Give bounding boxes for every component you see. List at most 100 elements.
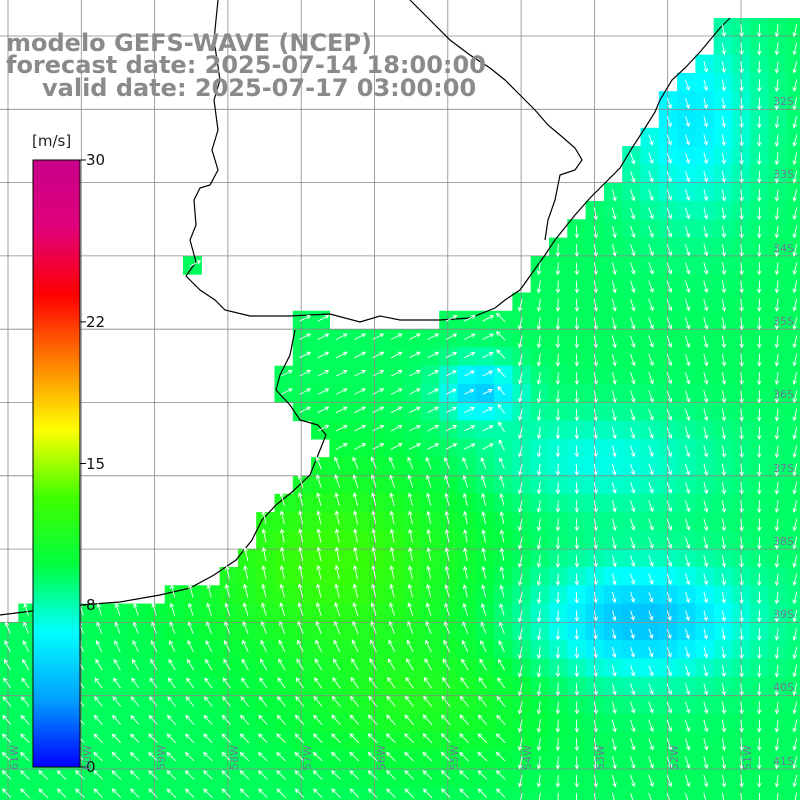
wind-arrow [666, 262, 673, 275]
wind-arrow [703, 646, 709, 659]
wind-arrow [462, 456, 469, 470]
wind-arrow [685, 573, 691, 586]
wind-arrow [277, 677, 286, 689]
wind-arrow [3, 658, 11, 671]
wind-arrow [774, 225, 780, 239]
wind-arrow [611, 189, 617, 202]
wind-arrow [316, 492, 322, 507]
wind-arrow [774, 683, 780, 697]
wind-arrow [536, 555, 542, 568]
wind-arrow [774, 60, 780, 74]
wind-cell [786, 658, 800, 678]
wind-arrow [459, 733, 470, 744]
wind-arrow [792, 737, 798, 751]
wind-arrow [242, 621, 249, 634]
wind-arrow [703, 243, 709, 257]
wind-arrow [279, 546, 285, 561]
wind-arrow [774, 591, 780, 605]
wind-arrow [684, 280, 691, 293]
wind-cell [786, 255, 800, 275]
wind-arrow [574, 701, 580, 715]
wind-arrow [350, 695, 360, 707]
wind-arrow [593, 665, 598, 678]
wind-arrow [774, 555, 780, 568]
wind-arrow [148, 770, 158, 780]
wind-cell [347, 786, 367, 800]
wind-arrow [555, 664, 561, 678]
wind-arrow [774, 628, 780, 641]
wind-arrow [555, 591, 561, 604]
wind-cell [54, 786, 74, 800]
wind-arrow [517, 481, 523, 495]
wind-arrow [335, 443, 348, 450]
wind-arrow [756, 24, 762, 38]
wind-arrow [186, 677, 195, 689]
wind-arrow [575, 792, 578, 800]
wind-arrow [574, 463, 580, 476]
wind-arrow [630, 390, 636, 403]
wind-arrow [611, 317, 617, 330]
wind-arrow [148, 733, 158, 744]
wind-arrow [721, 116, 727, 128]
wind-arrow [317, 406, 330, 414]
wind-cell [164, 786, 184, 800]
wind-arrow [739, 189, 744, 202]
latitude-label: 39S [773, 608, 794, 622]
wind-arrow [445, 370, 457, 377]
wind-arrow [630, 207, 636, 220]
wind-arrow [114, 602, 121, 616]
wind-arrow [426, 528, 432, 543]
wind-arrow [20, 770, 30, 780]
wind-arrow [703, 792, 707, 800]
wind-arrow [648, 280, 654, 293]
wind-arrow [354, 370, 367, 377]
wind-arrow [792, 262, 798, 276]
wind-arrow [151, 602, 157, 616]
wind-arrow [593, 445, 598, 458]
wind-arrow [518, 463, 523, 476]
wind-arrow [774, 134, 780, 147]
wind-arrow [574, 591, 580, 604]
wind-arrow [459, 770, 470, 780]
wind-arrow [536, 280, 542, 294]
wind-arrow [721, 189, 727, 202]
wind-arrow [499, 475, 505, 488]
wind-arrow [774, 701, 780, 715]
wind-arrow [405, 676, 414, 689]
wind-arrow [426, 510, 432, 525]
wind-arrow [480, 639, 487, 653]
wind-arrow [739, 152, 744, 165]
wind-arrow [536, 664, 542, 678]
wind-arrow [774, 335, 780, 349]
title-valid-date: valid date: 2025-07-17 03:00:00 [42, 74, 477, 102]
wind-arrow [721, 756, 727, 770]
wind-arrow [684, 792, 689, 800]
wind-arrow [630, 427, 636, 439]
wind-arrow [739, 390, 744, 404]
wind-arrow [666, 134, 672, 146]
wind-arrow [555, 463, 561, 476]
wind-arrow [721, 262, 727, 276]
wind-arrow [517, 591, 523, 605]
wind-arrow [536, 317, 542, 331]
wind-arrow [317, 351, 330, 359]
wind-arrow [463, 315, 476, 322]
wind-arrow [648, 445, 654, 458]
colorbar-unit: [m/s] [32, 132, 72, 150]
wind-arrow [792, 481, 798, 495]
wind-arrow [407, 510, 413, 525]
wind-arrow [774, 756, 780, 770]
wind-arrow [593, 792, 596, 800]
wind-arrow [371, 528, 377, 543]
wind-arrow [332, 677, 341, 689]
wind-arrow [756, 408, 762, 422]
wind-arrow [774, 317, 780, 331]
wind-arrow [756, 115, 762, 129]
wind-arrow [666, 408, 673, 421]
wind-arrow [739, 243, 744, 257]
wind-arrow [498, 421, 505, 433]
wind-arrow [148, 714, 158, 725]
wind-arrow [792, 445, 798, 459]
wind-arrow [353, 528, 358, 543]
wind-arrow [792, 646, 798, 660]
